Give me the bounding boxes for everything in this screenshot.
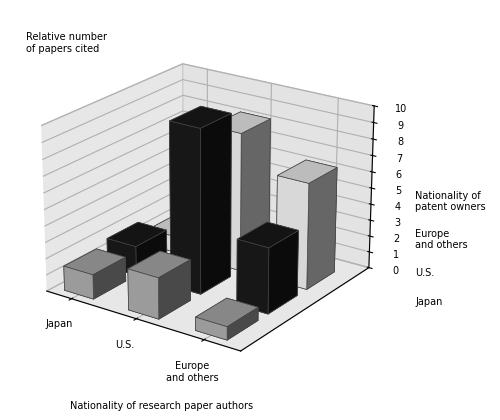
Text: Relative number
of papers cited: Relative number of papers cited — [26, 32, 107, 54]
Text: U.S.: U.S. — [415, 268, 434, 278]
Text: Japan: Japan — [415, 297, 442, 307]
Text: Nationality of research paper authors: Nationality of research paper authors — [70, 401, 252, 411]
Text: Nationality of
patent owners: Nationality of patent owners — [415, 191, 486, 213]
Text: Europe
and others: Europe and others — [415, 228, 468, 250]
